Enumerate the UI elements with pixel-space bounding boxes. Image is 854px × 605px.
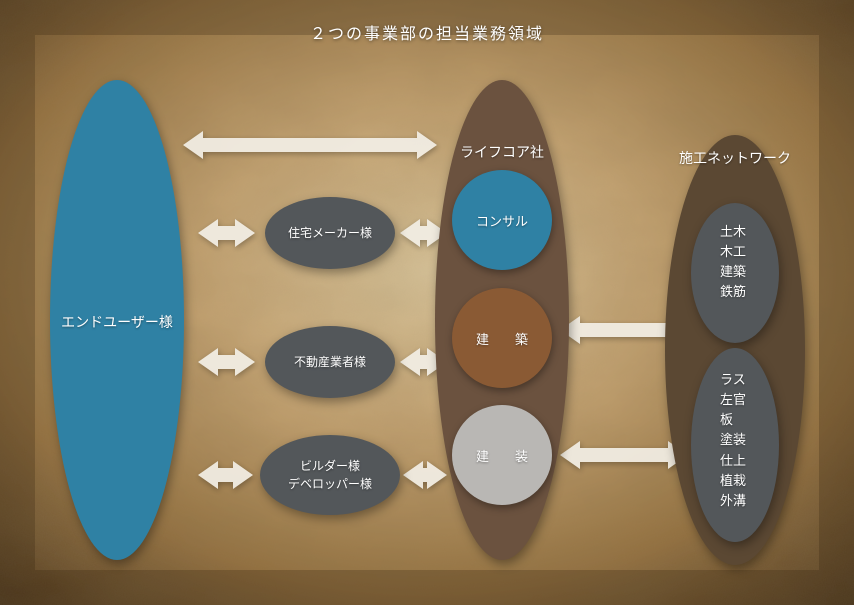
network-list-bottom-item: 外溝 xyxy=(720,491,746,511)
consult-label: コンサル xyxy=(476,211,528,230)
network-label: 施工ネットワーク xyxy=(665,148,805,168)
realestate-label: 不動産業者様 xyxy=(294,353,366,371)
network-list-top-item: 鉄筋 xyxy=(720,282,746,302)
lifecore-label: ライフコア社 xyxy=(442,142,562,162)
consult-circle: コンサル xyxy=(452,170,552,270)
builder-ellipse: ビルダー様 デベロッパー様 xyxy=(260,435,400,515)
network-list-bottom-item: 左官 xyxy=(720,390,746,410)
network-list-top-item: 土木 xyxy=(720,222,746,242)
network-list-top-item: 木工 xyxy=(720,242,746,262)
kenchiku-label: 建 築 xyxy=(476,329,528,348)
network-list-bottom: ラス左官板塗装仕上植栽外溝 xyxy=(720,370,746,511)
end-user-label: エンドユーザー様 xyxy=(37,312,197,332)
realestate-ellipse: 不動産業者様 xyxy=(265,326,395,398)
network-list-bottom-item: 塗装 xyxy=(720,430,746,450)
network-list-bottom-item: 植栽 xyxy=(720,471,746,491)
network-list-top: 土木木工建築鉄筋 xyxy=(720,222,746,303)
diagram-stage: ２つの事業部の担当業務領域 エンドユーザー様 ライフコア社 施工ネットワーク住宅メー… xyxy=(0,0,854,605)
kensou-circle: 建 装 xyxy=(452,405,552,505)
kensou-label: 建 装 xyxy=(476,446,528,465)
network-list-bottom-item: 仕上 xyxy=(720,451,746,471)
kenchiku-circle: 建 築 xyxy=(452,288,552,388)
maker-ellipse: 住宅メーカー様 xyxy=(265,197,395,269)
diagram-title: ２つの事業部の担当業務領域 xyxy=(227,20,627,44)
network-list-bottom-item: 板 xyxy=(720,410,746,430)
maker-label: 住宅メーカー様 xyxy=(288,224,372,242)
builder-label: ビルダー様 デベロッパー様 xyxy=(288,457,372,493)
network-list-bottom-item: ラス xyxy=(720,370,746,390)
network-list-top-item: 建築 xyxy=(720,262,746,282)
